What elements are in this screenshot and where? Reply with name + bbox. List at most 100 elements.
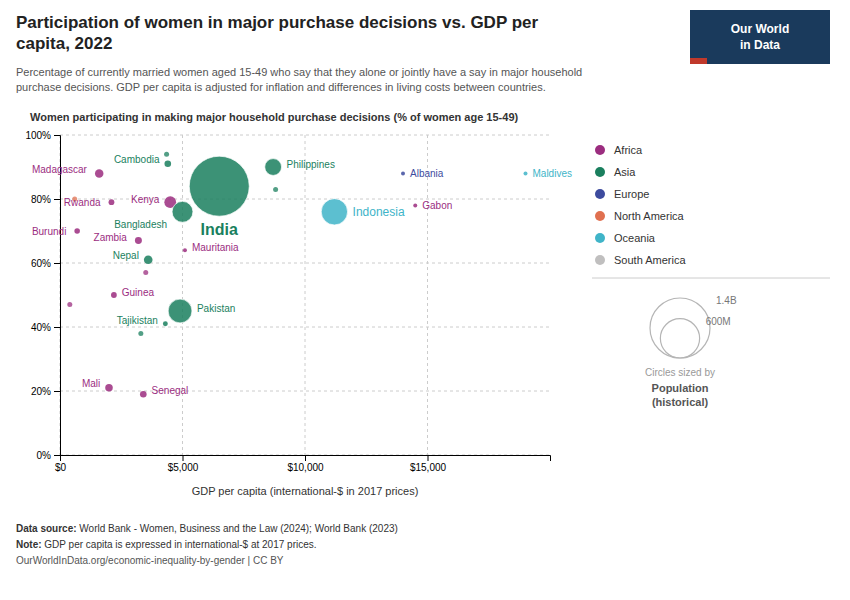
footer-source-label: Data source: xyxy=(16,523,77,534)
logo-accent xyxy=(690,58,707,64)
point-label: Mauritania xyxy=(192,242,239,253)
point-label: India xyxy=(201,221,238,238)
bubble xyxy=(401,171,405,175)
y-tick-line xyxy=(54,391,60,392)
footer-note: Note: GDP per capita is expressed in int… xyxy=(16,539,317,550)
bubble xyxy=(109,199,115,205)
point-label: Zambia xyxy=(94,232,128,243)
y-tick-label: 60% xyxy=(31,258,51,269)
x-axis: $0 $5,000 $10,000 $15,000 xyxy=(55,455,551,473)
dot xyxy=(273,187,278,192)
point-label: Gabon xyxy=(422,200,452,211)
y-axis-title: Women participating in making major hous… xyxy=(30,111,519,123)
subtitle-line: purchase decisions. GDP per capita is ad… xyxy=(16,81,546,93)
grid-line-x xyxy=(305,135,306,455)
bubble xyxy=(105,384,113,392)
bubble xyxy=(413,203,417,207)
x-tick-label: $15,000 xyxy=(410,462,447,473)
x-axis-line xyxy=(61,456,551,462)
bubble xyxy=(172,201,193,222)
x-tick: $0 xyxy=(55,455,67,473)
y-tick: 40% xyxy=(31,322,60,333)
bubble xyxy=(144,255,153,264)
y-tick: 20% xyxy=(31,386,60,397)
title-line: Participation of women in major purchase… xyxy=(16,13,538,32)
size-legend-circle xyxy=(650,298,710,358)
x-tick-line xyxy=(305,455,306,461)
size-legend-label: 600M xyxy=(706,316,731,327)
grid-line-x xyxy=(427,135,428,455)
bubble xyxy=(524,171,528,175)
bubble xyxy=(189,156,249,216)
legend-swatch xyxy=(595,189,605,199)
y-tick-line xyxy=(54,135,60,136)
dot xyxy=(164,152,169,157)
footer-note-label: Note: xyxy=(16,539,42,550)
point-label: Maldives xyxy=(533,168,572,179)
x-tick-label: $0 xyxy=(55,462,67,473)
y-tick-line xyxy=(54,199,60,200)
point-label: Philippines xyxy=(287,159,335,170)
x-axis-title: GDP per capita (international-$ in 2017 … xyxy=(192,485,419,497)
size-legend-circle xyxy=(660,319,699,358)
x-tick-label: $10,000 xyxy=(287,462,324,473)
bubble xyxy=(168,299,192,323)
legend-label: Africa xyxy=(614,144,643,156)
bubble xyxy=(265,159,282,176)
bubble xyxy=(321,199,347,225)
x-tick: $10,000 xyxy=(287,455,324,473)
point-label: Burundi xyxy=(32,226,66,237)
title-line: capita, 2022 xyxy=(16,34,112,53)
bubble xyxy=(164,160,171,167)
point-label: Guinea xyxy=(122,287,155,298)
y-tick: 100% xyxy=(25,130,60,141)
y-tick-label: 0% xyxy=(37,450,52,461)
y-axis-line xyxy=(54,136,61,456)
y-axis: 0% 20% 40% 60% 80% 100% xyxy=(25,130,60,461)
bubble xyxy=(95,169,103,177)
size-legend-label: 1.4B xyxy=(716,295,737,306)
subtitle: Percentage of currently married women ag… xyxy=(16,66,582,93)
x-tick-line xyxy=(428,455,429,461)
y-tick: 80% xyxy=(31,194,60,205)
size-legend-caption: Population(historical) xyxy=(652,382,709,408)
y-tick-label: 20% xyxy=(31,386,51,397)
grid-line-y xyxy=(60,391,550,392)
point-label: Pakistan xyxy=(197,303,235,314)
logo-line: Our World xyxy=(731,22,789,36)
point-label: Senegal xyxy=(152,385,189,396)
y-tick-line xyxy=(54,263,60,264)
legend-label: North America xyxy=(614,210,685,222)
x-tick: $5,000 xyxy=(168,455,199,473)
point-label: Cambodia xyxy=(114,154,160,165)
y-tick-line xyxy=(54,327,60,328)
grid xyxy=(60,135,550,455)
bubble xyxy=(111,292,117,298)
dot xyxy=(138,331,143,336)
subtitle-line: Percentage of currently married women ag… xyxy=(16,66,582,78)
point-label: Rwanda xyxy=(64,197,101,208)
legend-label: Europe xyxy=(614,188,649,200)
dot xyxy=(67,302,72,307)
plot-marks xyxy=(67,152,527,398)
bubble xyxy=(135,237,142,244)
y-tick-label: 100% xyxy=(25,130,51,141)
size-legend: 1.4B600MCircles sized byPopulation(histo… xyxy=(645,295,737,408)
point-label: Bangladesh xyxy=(114,219,167,230)
point-label: Madagascar xyxy=(32,164,88,175)
x-tick: $15,000 xyxy=(410,455,447,473)
legend-label: South America xyxy=(614,254,686,266)
logo-text: Our World in Data xyxy=(731,22,789,52)
chart: Participation of women in major purchase… xyxy=(0,0,850,600)
point-label: Kenya xyxy=(131,194,160,205)
point-label: Albania xyxy=(410,168,444,179)
bubble xyxy=(163,321,168,326)
y-tick: 0% xyxy=(37,450,60,461)
point-labels: MadagascarRwandaBurundiMaliSenegalGuinea… xyxy=(32,154,572,395)
legend-separator xyxy=(592,278,830,279)
logo-line: in Data xyxy=(740,38,780,52)
point-label: Nepal xyxy=(113,250,139,261)
title: Participation of women in major purchase… xyxy=(16,13,538,53)
footer-url: OurWorldInData.org/economic-inequality-b… xyxy=(16,555,284,566)
bubble xyxy=(140,391,147,398)
